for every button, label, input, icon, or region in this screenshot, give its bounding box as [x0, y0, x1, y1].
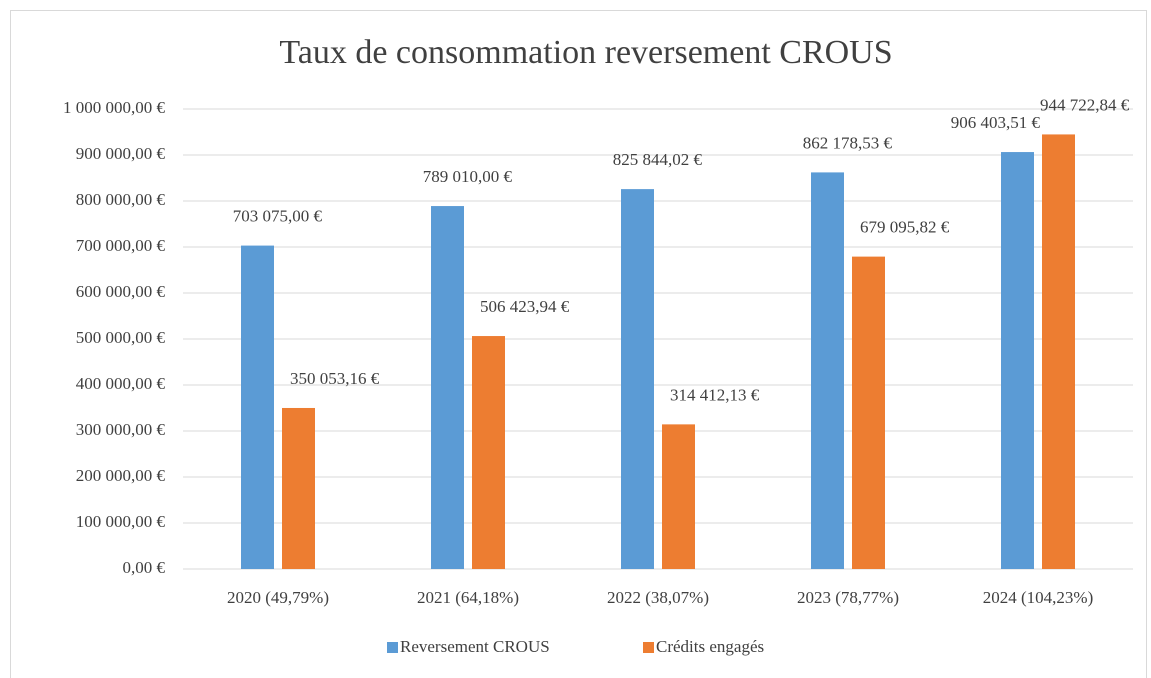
x-tick-label: 2022 (38,07%)	[607, 588, 709, 607]
chart-frame	[10, 10, 1147, 678]
data-label: 789 010,00 €	[423, 167, 513, 186]
y-tick-label: 300 000,00 €	[76, 420, 166, 439]
x-tick-label: 2020 (49,79%)	[227, 588, 329, 607]
legend-label: Reversement CROUS	[400, 637, 550, 656]
bar	[811, 172, 844, 569]
y-tick-label: 200 000,00 €	[76, 466, 166, 485]
data-label: 506 423,94 €	[480, 297, 570, 316]
x-tick-label: 2023 (78,77%)	[797, 588, 899, 607]
data-label: 350 053,16 €	[290, 369, 380, 388]
x-tick-label: 2024 (104,23%)	[983, 588, 1093, 607]
y-tick-label: 700 000,00 €	[76, 236, 166, 255]
y-tick-label: 0,00 €	[123, 558, 166, 577]
bar	[621, 189, 654, 569]
y-tick-label: 500 000,00 €	[76, 328, 166, 347]
data-label: 825 844,02 €	[613, 150, 703, 169]
chart-title: Taux de consommation reversement CROUS	[279, 34, 892, 71]
y-tick-label: 1 000 000,00 €	[63, 98, 166, 117]
legend-swatch	[643, 642, 654, 653]
bar	[472, 336, 505, 569]
x-tick-label: 2021 (64,18%)	[417, 588, 519, 607]
data-label: 703 075,00 €	[233, 206, 323, 225]
bar	[852, 256, 885, 569]
y-tick-label: 400 000,00 €	[76, 374, 166, 393]
bar	[282, 407, 315, 569]
y-tick-label: 100 000,00 €	[76, 512, 166, 531]
data-label: 862 178,53 €	[803, 133, 893, 152]
data-label: 679 095,82 €	[860, 218, 950, 237]
data-label: 944 722,84 €	[1040, 95, 1130, 114]
bar	[1001, 152, 1034, 569]
data-label: 906 403,51 €	[951, 113, 1041, 132]
y-tick-label: 900 000,00 €	[76, 144, 166, 163]
y-tick-label: 600 000,00 €	[76, 282, 166, 301]
bar	[1042, 134, 1075, 569]
data-label: 314 412,13 €	[670, 385, 760, 404]
bar	[431, 206, 464, 569]
bar	[662, 424, 695, 569]
y-tick-label: 800 000,00 €	[76, 190, 166, 209]
legend-label: Crédits engagés	[656, 637, 764, 656]
bar	[241, 245, 274, 569]
legend-swatch	[387, 642, 398, 653]
